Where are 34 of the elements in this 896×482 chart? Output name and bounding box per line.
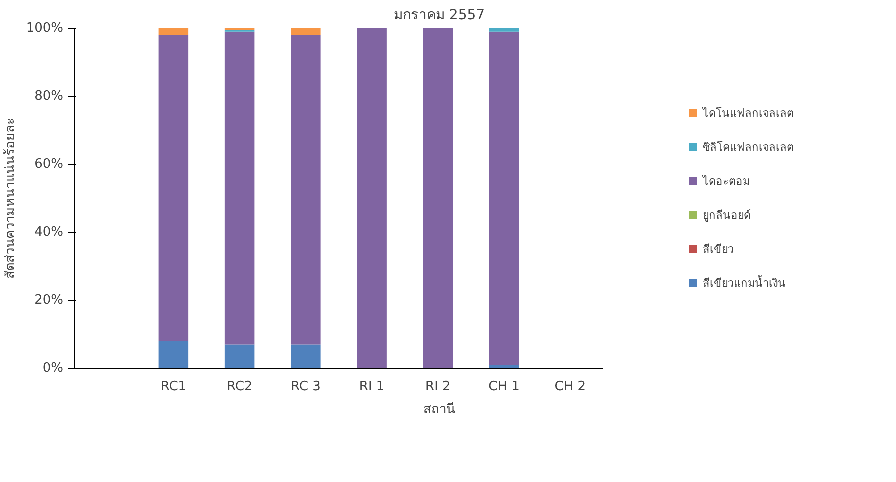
y-tick-label: 0% [42,361,64,376]
x-tick-label: CH 1 [488,380,520,394]
x-tick-label: RC2 [226,380,253,394]
legend-label: สีเขียว [703,242,734,258]
bar [158,28,189,36]
legend-label: สีเขียวแกมน้ำเงิน [703,274,786,292]
y-tick-label: 100% [26,21,64,36]
y-axis-title: สัดส่วนความหนาแน่นร้อยละ [3,118,18,279]
bar [224,344,255,368]
x-axis-title: สถานี [424,402,456,418]
x-tick-label: RC1 [160,380,187,394]
x-tick-label: RC 3 [291,380,321,394]
legend-label: ซิลิโคแฟลกเจลเลต [703,140,794,156]
bar [158,35,189,342]
bar [158,341,189,368]
legend-label: ยูกลีนอยด์ [703,208,751,224]
bar [489,28,520,32]
x-tick-label: RI 1 [359,380,385,394]
bar [291,28,321,36]
bar [291,344,321,368]
y-tick-label: 40% [34,225,64,240]
x-tick-label: RI 2 [426,380,451,394]
y-tick-label: 80% [34,89,64,104]
y-tick-label: 60% [34,157,64,172]
bar [489,32,520,366]
legend-label: ไดโนแฟลกเจลเลต [703,106,794,122]
chart-title: มกราคม 2557 [394,8,486,24]
bar [357,28,387,368]
legend-label: ไดอะตอม [703,174,750,190]
bar [224,32,255,345]
bar [423,28,454,368]
x-tick-label: CH 2 [554,380,586,394]
bar [291,35,321,345]
y-tick-label: 20% [34,293,64,308]
